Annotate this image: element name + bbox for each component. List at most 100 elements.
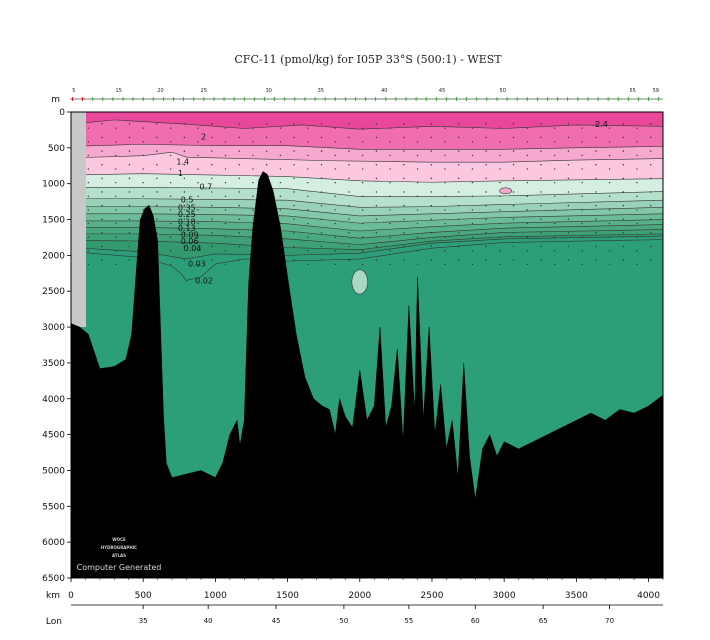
sample-dot bbox=[457, 232, 460, 234]
sample-dot bbox=[334, 127, 336, 129]
sample-dot bbox=[416, 195, 419, 197]
depth-tick-label: 3000 bbox=[42, 323, 65, 333]
sample-dot bbox=[211, 204, 213, 207]
sample-dot bbox=[444, 236, 446, 238]
sample-dot bbox=[87, 222, 90, 225]
sample-dot bbox=[128, 123, 131, 125]
sample-dot bbox=[389, 154, 391, 157]
sample-dot bbox=[375, 164, 378, 166]
depth-tick-label: 6500 bbox=[42, 574, 65, 584]
sample-dot bbox=[636, 222, 638, 225]
sample-dot bbox=[224, 222, 227, 225]
sample-dot bbox=[375, 259, 378, 261]
sample-dot bbox=[334, 209, 336, 211]
sample-dot bbox=[238, 123, 240, 125]
sample-dot bbox=[499, 250, 501, 252]
sample-dot bbox=[471, 154, 474, 157]
contour-label: 2 bbox=[201, 132, 206, 141]
sample-dot bbox=[238, 136, 240, 139]
sample-dot bbox=[608, 141, 611, 143]
sample-dot bbox=[101, 177, 103, 180]
plot-frame bbox=[70, 111, 664, 579]
sample-dot bbox=[334, 195, 336, 197]
sample-dot bbox=[87, 127, 90, 129]
sample-dot bbox=[581, 222, 583, 225]
sample-dot bbox=[169, 141, 172, 143]
sample-dot bbox=[650, 245, 652, 248]
sample-dot bbox=[444, 195, 446, 197]
sample-dot bbox=[156, 191, 158, 193]
sample-dot bbox=[156, 218, 158, 220]
sample-dot bbox=[416, 250, 419, 252]
sample-dot bbox=[444, 127, 446, 129]
station-label: 55 bbox=[629, 88, 635, 94]
sample-dot bbox=[375, 136, 378, 139]
sample-dot bbox=[307, 181, 309, 184]
sample-dot bbox=[265, 136, 268, 139]
sample-dot bbox=[567, 150, 570, 152]
sample-dot bbox=[608, 154, 611, 157]
sample-dot bbox=[87, 141, 90, 143]
sample-dot bbox=[430, 177, 432, 180]
sample-dot bbox=[389, 222, 391, 225]
depth-tick-label: 5500 bbox=[42, 502, 65, 512]
sample-dot bbox=[554, 181, 556, 184]
sample-dot bbox=[389, 127, 391, 129]
sample-dot bbox=[183, 232, 186, 234]
depth-unit-label: m bbox=[51, 95, 60, 105]
sample-dot bbox=[499, 154, 501, 157]
sample-dot bbox=[512, 245, 515, 248]
sample-dot bbox=[540, 136, 542, 139]
sample-dot bbox=[595, 164, 597, 166]
sample-dot bbox=[499, 263, 501, 266]
sample-dot bbox=[211, 232, 213, 234]
depth-tick-label: 4500 bbox=[42, 431, 65, 441]
sample-dot bbox=[156, 204, 158, 207]
sample-dot bbox=[224, 154, 227, 157]
sample-dot bbox=[444, 168, 446, 170]
sample-dot bbox=[142, 209, 144, 211]
distance-tick-label: 4000 bbox=[637, 591, 660, 601]
sample-dot bbox=[650, 136, 652, 139]
sample-dot bbox=[224, 263, 227, 266]
sample-dot bbox=[622, 232, 624, 234]
sample-dot bbox=[650, 191, 652, 193]
sample-dot bbox=[540, 232, 542, 234]
sample-dot bbox=[375, 245, 378, 248]
sample-dot bbox=[101, 232, 103, 234]
sample-dot bbox=[334, 141, 336, 143]
sample-dot bbox=[128, 245, 131, 248]
distance-tick-label: 500 bbox=[135, 591, 152, 601]
sample-dot bbox=[293, 245, 295, 248]
sample-dot bbox=[444, 154, 446, 157]
sample-dot bbox=[595, 136, 597, 139]
sample-dot bbox=[279, 127, 282, 129]
sample-dot bbox=[485, 259, 487, 261]
sample-dot bbox=[224, 168, 227, 170]
sample-dot bbox=[526, 154, 528, 157]
station-label: 35 bbox=[318, 88, 324, 94]
sample-dot bbox=[156, 164, 158, 166]
sample-dot bbox=[101, 245, 103, 248]
sample-dot bbox=[595, 191, 597, 193]
sample-dot bbox=[156, 150, 158, 152]
sample-dot bbox=[416, 263, 419, 266]
sample-dot bbox=[389, 195, 391, 197]
sample-dot bbox=[252, 154, 254, 157]
sample-dot bbox=[512, 136, 515, 139]
computer-generated-label: Computer Generated bbox=[77, 563, 162, 572]
sample-dot bbox=[307, 209, 309, 211]
distance-unit-label: km bbox=[46, 591, 60, 601]
sample-dot bbox=[636, 181, 638, 184]
sample-dot bbox=[279, 209, 282, 211]
sample-dot bbox=[375, 232, 378, 234]
sample-dot bbox=[650, 164, 652, 166]
sample-dot bbox=[320, 259, 323, 261]
sample-dot bbox=[224, 181, 227, 184]
sample-dot bbox=[156, 123, 158, 125]
sample-dot bbox=[293, 123, 295, 125]
station-label: 5 bbox=[72, 88, 75, 94]
station-label: 50 bbox=[500, 88, 506, 94]
sample-dot bbox=[444, 209, 446, 211]
sample-dot bbox=[485, 204, 487, 207]
